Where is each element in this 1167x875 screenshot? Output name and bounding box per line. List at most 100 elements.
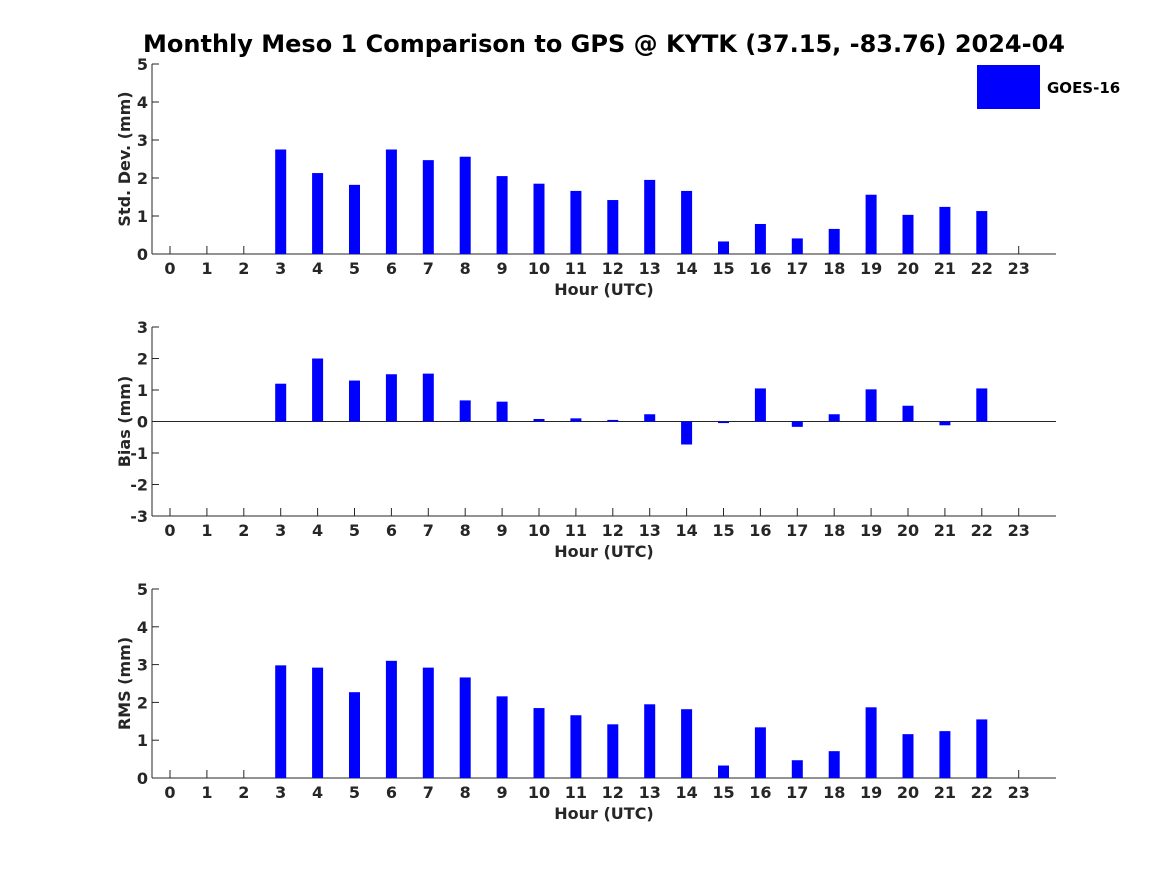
bar-hour-20 — [902, 214, 914, 254]
x-tick-label: 13 — [639, 521, 661, 540]
bar-hour-6 — [385, 149, 397, 254]
x-tick-label: 7 — [423, 259, 434, 278]
x-tick-label: 20 — [897, 521, 919, 540]
y-tick-label: 4 — [137, 618, 148, 637]
x-tick-label: 7 — [423, 521, 434, 540]
y-ticks — [152, 588, 159, 779]
x-tick-label: 12 — [602, 259, 624, 278]
x-tick-label: 14 — [675, 783, 697, 802]
bar-hour-5 — [349, 380, 360, 422]
legend: GOES-16 — [977, 65, 1120, 109]
x-tick-label: 9 — [497, 521, 508, 540]
x-tick-label: 18 — [823, 259, 845, 278]
bar-hour-4 — [312, 173, 324, 254]
x-tick-label: 20 — [897, 783, 919, 802]
x-tick-label: 0 — [164, 783, 175, 802]
x-tick-label: 13 — [639, 259, 661, 278]
bar-hour-9 — [496, 176, 508, 254]
x-tick-label: 8 — [460, 783, 471, 802]
legend-label-goes-16: GOES-16 — [1047, 79, 1120, 97]
bar-hour-7 — [422, 373, 434, 422]
y-tick-label: 5 — [137, 55, 148, 74]
bar-hour-9 — [496, 401, 508, 422]
x-tick-label: 19 — [860, 783, 882, 802]
x-tick-label: 16 — [749, 521, 771, 540]
bar-hour-5 — [349, 692, 360, 778]
x-tick-label: 23 — [1008, 783, 1030, 802]
x-tick-label: 8 — [460, 259, 471, 278]
x-tick-label: 11 — [565, 259, 587, 278]
y-tick-label: 1 — [137, 381, 148, 400]
bar-hour-7 — [422, 160, 434, 254]
bar-hour-16 — [754, 388, 766, 422]
bar-hour-8 — [459, 400, 471, 422]
bar-hour-12 — [607, 724, 619, 778]
x-tick-label: 3 — [275, 259, 286, 278]
x-tick-label: 21 — [934, 521, 956, 540]
x-tick-label: 19 — [860, 521, 882, 540]
bar-hour-9 — [496, 696, 508, 778]
bar-hour-3 — [275, 383, 287, 422]
x-tick-label: 6 — [386, 259, 397, 278]
x-tick-label: 6 — [386, 783, 397, 802]
y-ticks — [152, 326, 159, 517]
y-tick-label: 2 — [137, 350, 148, 369]
x-tick-label: 1 — [201, 259, 212, 278]
x-tick-label: 21 — [934, 259, 956, 278]
x-tick-label: 19 — [860, 259, 882, 278]
bar-hour-22 — [976, 388, 988, 422]
bar-hour-14 — [681, 709, 693, 778]
bar-hour-13 — [644, 414, 656, 422]
x-tick-label: 0 — [164, 521, 175, 540]
x-tick-label: 10 — [528, 259, 550, 278]
bar-hour-11 — [570, 715, 582, 778]
x-tick-label: 5 — [349, 259, 360, 278]
x-tick-label: 22 — [971, 259, 993, 278]
y-tick-label: 2 — [137, 169, 148, 188]
bar-hour-21 — [939, 421, 951, 426]
x-tick-label: 10 — [528, 783, 550, 802]
bar-hour-14 — [681, 190, 693, 254]
x-tick-label: 22 — [971, 783, 993, 802]
y-tick-label: -1 — [130, 444, 148, 463]
x-tick-label: 1 — [201, 521, 212, 540]
x-tick-label: 17 — [786, 521, 808, 540]
x-tick-label: 11 — [565, 783, 587, 802]
bar-hour-4 — [312, 358, 324, 422]
x-tick-label: 4 — [312, 783, 323, 802]
bar-hour-4 — [312, 667, 324, 778]
x-tick-label: 17 — [786, 783, 808, 802]
bar-hour-19 — [865, 389, 877, 422]
y-tick-label: 0 — [137, 245, 148, 264]
y-axis-label: Std. Dev. (mm) — [115, 91, 134, 226]
bar-hour-20 — [902, 734, 914, 778]
x-tick-label: 15 — [712, 259, 734, 278]
x-tick-label: 1 — [201, 783, 212, 802]
bar-hour-21 — [939, 731, 951, 778]
bar-hour-17 — [791, 421, 803, 427]
x-tick-label: 22 — [971, 521, 993, 540]
x-tick-label: 18 — [823, 521, 845, 540]
y-tick-label: 0 — [137, 413, 148, 432]
y-tick-label: -2 — [130, 476, 148, 495]
bar-hour-17 — [791, 238, 803, 254]
bar-hour-22 — [976, 719, 988, 778]
bar-hour-21 — [939, 206, 951, 254]
bar-hour-18 — [828, 228, 840, 254]
x-tick-label: 18 — [823, 783, 845, 802]
x-tick-label: 23 — [1008, 521, 1030, 540]
x-tick-label: 9 — [497, 783, 508, 802]
x-tick-label: 17 — [786, 259, 808, 278]
x-tick-label: 4 — [312, 259, 323, 278]
x-tick-label: 21 — [934, 783, 956, 802]
y-tick-label: 1 — [137, 207, 148, 226]
bar-hour-22 — [976, 211, 988, 254]
bar-hour-11 — [570, 190, 582, 254]
x-tick-label: 0 — [164, 259, 175, 278]
bar-hour-5 — [349, 184, 360, 254]
bar-hour-11 — [570, 418, 582, 422]
bar-hour-12 — [607, 419, 619, 422]
